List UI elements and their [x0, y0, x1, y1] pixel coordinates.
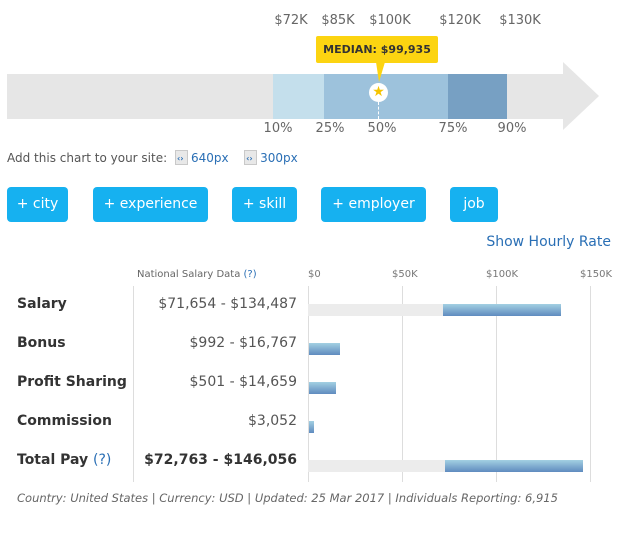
x-tick-label: $100K [486, 269, 519, 280]
row-range-value: $3,052 [248, 413, 297, 429]
column-divider [133, 286, 134, 482]
percentile-label-25: 25% [315, 121, 345, 136]
row-label: Commission [17, 413, 112, 429]
embed-label: Add this chart to your site: [7, 151, 168, 165]
percentile-label-10: 10% [263, 121, 293, 136]
embed-code-icon[interactable] [244, 150, 258, 165]
help-icon[interactable]: (?) [93, 452, 112, 468]
percentile-value-10: $72K [274, 13, 308, 28]
row-range-value: $72,763 - $146,056 [144, 452, 297, 468]
gridline [496, 286, 497, 482]
percentile-value-90: $130K [499, 13, 541, 28]
national-salary-data-header: National Salary Data (?) [137, 269, 257, 280]
x-tick-label: $0 [308, 269, 321, 280]
show-hourly-rate-link[interactable]: Show Hourly Rate [486, 234, 611, 250]
median-tooltip: MEDIAN: $99,935 [316, 36, 438, 63]
percentile-label-90: 90% [497, 121, 527, 136]
add-employer-button[interactable]: + employer [321, 187, 426, 222]
star-icon: ★ [369, 83, 388, 102]
help-icon[interactable]: (?) [243, 269, 257, 280]
row-label: Profit Sharing [17, 374, 127, 390]
median-marker-line [378, 102, 379, 119]
row-label: Salary [17, 296, 67, 312]
gridline [308, 286, 309, 482]
add-city-button[interactable]: + city [7, 187, 68, 222]
row-range-value: $71,654 - $134,487 [158, 296, 297, 312]
row-range-value: $992 - $16,767 [189, 335, 297, 351]
embed-chart-line: Add this chart to your site: 640px 300px [7, 150, 298, 165]
x-tick-label: $150K [580, 269, 613, 280]
arrow-head [563, 62, 599, 130]
percentile-label-50: 50% [367, 121, 397, 136]
percentile-band-10-25 [273, 74, 324, 119]
x-tick-label: $50K [392, 269, 418, 280]
add-skill-button[interactable]: + skill [232, 187, 297, 222]
row-label: Bonus [17, 335, 66, 351]
percentile-value-75: $120K [439, 13, 481, 28]
add-experience-button[interactable]: + experience [93, 187, 208, 222]
bar-track [308, 460, 445, 472]
bar-track [308, 304, 443, 316]
gridline [590, 286, 591, 482]
row-range-value: $501 - $14,659 [189, 374, 297, 390]
percentile-value-25: $85K [321, 13, 355, 28]
footer-meta: Country: United States | Currency: USD |… [17, 491, 558, 505]
bar-bonus[interactable] [309, 343, 340, 355]
percentile-band-75-90 [448, 74, 507, 119]
embed-300-link[interactable]: 300px [260, 151, 298, 165]
bar-commission[interactable] [309, 421, 314, 433]
bar-salary[interactable] [442, 304, 561, 316]
job-button[interactable]: job [450, 187, 498, 222]
bar-profit-sharing[interactable] [309, 382, 336, 394]
embed-640-link[interactable]: 640px [190, 151, 229, 165]
gridline [402, 286, 403, 482]
bar-total-pay[interactable] [444, 460, 583, 472]
percentile-value-50: $100K [369, 13, 411, 28]
median-tooltip-pointer [376, 62, 385, 82]
embed-code-icon[interactable] [174, 150, 188, 165]
row-label: Total Pay (?) [17, 452, 112, 468]
percentile-label-75: 75% [438, 121, 468, 136]
